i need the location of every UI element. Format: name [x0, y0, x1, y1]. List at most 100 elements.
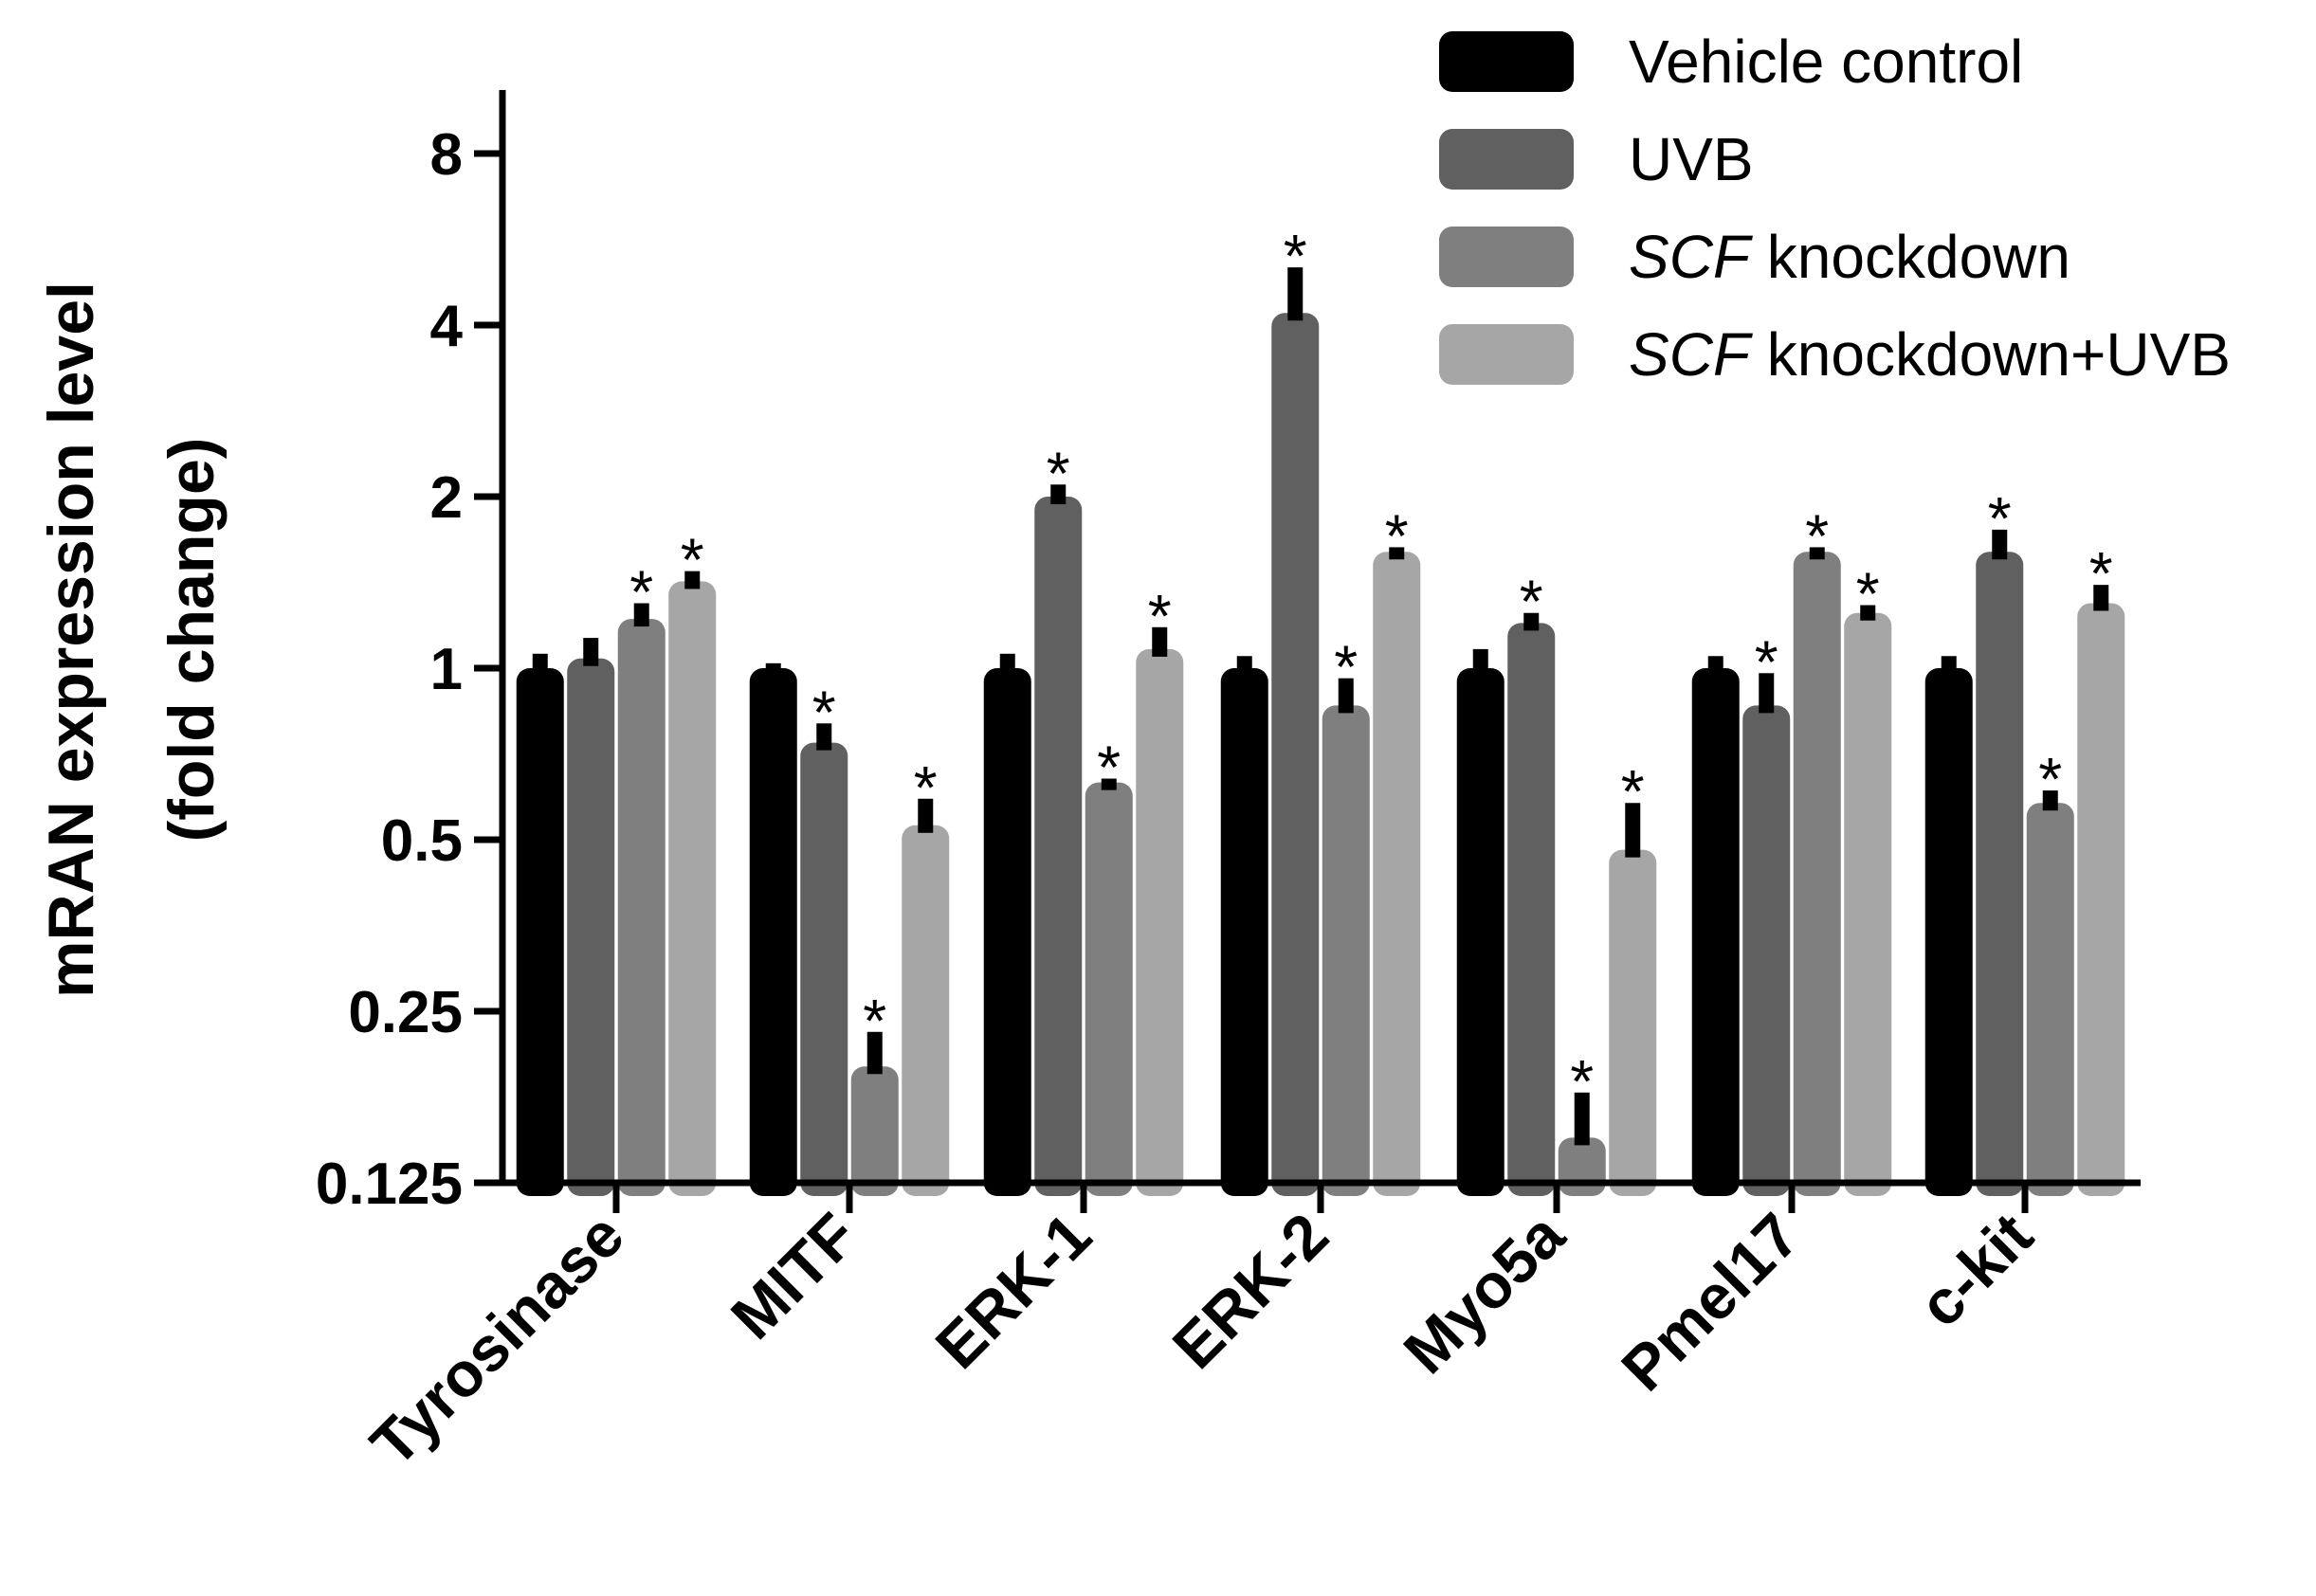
- x-axis-labels: Tyrosinase MITF ERK-1 ERK-2 Myo5a Pmel17 c-kit: [357, 1199, 2046, 1479]
- bar-pmel17-series-1: [1742, 705, 1791, 1196]
- significance-star: *: [1148, 582, 1172, 650]
- bars-layer: [516, 313, 2125, 1196]
- error-bar-tyrosinase-series-0: [532, 653, 548, 676]
- bar-erk-2-series-2: [1322, 705, 1370, 1196]
- error-bar-pmel17-series-3: [1860, 605, 1876, 621]
- significance-star: *: [629, 557, 653, 626]
- bar-tyrosinase-series-3: [668, 581, 717, 1196]
- bar-erk-1-series-2: [1085, 782, 1133, 1196]
- legend-swatch: [1439, 324, 1574, 385]
- bar-myo5a-series-0: [1456, 668, 1504, 1196]
- significance-star: *: [1284, 222, 1307, 290]
- y-tick-label: 2: [430, 465, 463, 531]
- error-bar-c-kit-series-3: [2093, 585, 2109, 611]
- bar-c-kit-series-0: [1924, 668, 1973, 1196]
- bar-myo5a-series-3: [1609, 849, 1657, 1196]
- legend-swatch: [1439, 31, 1574, 92]
- error-bar-myo5a-series-3: [1625, 803, 1641, 858]
- legend-swatch: [1439, 227, 1574, 287]
- axes: [499, 90, 2141, 1213]
- bar-c-kit-series-1: [1976, 552, 2024, 1196]
- error-bar-erk-1-series-0: [999, 653, 1015, 676]
- error-bar-myo5a-series-1: [1523, 612, 1540, 631]
- significance-star: *: [863, 987, 886, 1055]
- significance-star: *: [1988, 484, 2012, 553]
- legend-swatch: [1439, 129, 1574, 190]
- bar-mitf-series-2: [850, 1066, 899, 1196]
- bar-myo5a-series-1: [1507, 623, 1556, 1196]
- significance-star: *: [1755, 627, 1778, 696]
- error-bar-c-kit-series-0: [1941, 656, 1957, 676]
- significance-star: *: [681, 526, 704, 594]
- error-bar-myo5a-series-2: [1574, 1092, 1590, 1146]
- bar-tyrosinase-series-0: [516, 668, 564, 1196]
- bar-erk-2-series-1: [1271, 313, 1320, 1196]
- significance-star: *: [1097, 734, 1121, 802]
- error-bar-erk-1-series-2: [1101, 778, 1117, 790]
- y-tick-label: 8: [430, 122, 463, 188]
- legend: Vehicle control UVB SCF knockdown SCF knock…: [1439, 27, 2231, 389]
- y-axis-label: mRAN expression level (fold change): [35, 281, 228, 998]
- y-axis-label-line1: mRAN expression level: [35, 281, 107, 998]
- x-tick-label-tyrosinase: Tyrosinase: [357, 1200, 637, 1479]
- bar-tyrosinase-series-2: [617, 619, 666, 1196]
- x-tick-label-myo5a: Myo5a: [1390, 1199, 1577, 1387]
- significance-star: *: [2038, 745, 2062, 813]
- y-axis-label-line2: (fold change): [155, 438, 228, 843]
- error-bar-tyrosinase-series-2: [633, 603, 649, 627]
- error-bar-erk-1-series-1: [1050, 484, 1067, 504]
- significance-star: *: [1520, 568, 1543, 636]
- error-bar-myo5a-series-0: [1472, 648, 1488, 676]
- error-bar-c-kit-series-1: [1992, 529, 2008, 560]
- bar-erk-2-series-0: [1220, 668, 1268, 1196]
- bar-erk-1-series-1: [1034, 497, 1083, 1196]
- bar-mitf-series-3: [902, 825, 950, 1196]
- bar-erk-1-series-3: [1136, 648, 1184, 1196]
- bar-erk-2-series-3: [1373, 552, 1421, 1196]
- error-bar-erk-2-series-0: [1236, 656, 1252, 676]
- significance-star: *: [812, 678, 836, 746]
- y-tick-label: 0.125: [316, 1152, 463, 1217]
- significance-star: *: [914, 753, 938, 822]
- error-bar-tyrosinase-series-3: [684, 571, 701, 589]
- error-bar-mitf-series-1: [816, 723, 832, 751]
- error-bar-mitf-series-2: [866, 1031, 883, 1075]
- significance-star: *: [1856, 560, 1880, 628]
- y-axis-ticks: 8 4 2 1 0.5 0.25 0.125: [316, 122, 502, 1217]
- error-bar-pmel17-series-2: [1809, 547, 1825, 560]
- bar-erk-1-series-0: [983, 668, 1031, 1196]
- error-bar-mitf-series-3: [918, 798, 934, 833]
- significance-star: *: [1047, 439, 1070, 507]
- error-bar-mitf-series-0: [765, 662, 781, 676]
- error-bar-erk-1-series-3: [1152, 626, 1168, 657]
- error-bar-pmel17-series-1: [1759, 673, 1775, 714]
- significance-star: *: [2089, 539, 2113, 608]
- x-tick-label-erk-2: ERK-2: [1159, 1200, 1341, 1382]
- bar-c-kit-series-2: [2026, 803, 2074, 1196]
- error-bar-c-kit-series-2: [2042, 790, 2058, 811]
- bar-mitf-series-0: [749, 668, 797, 1196]
- x-tick-label-mitf: MITF: [718, 1200, 870, 1352]
- error-bar-erk-2-series-1: [1287, 267, 1304, 321]
- error-bar-tyrosinase-series-1: [583, 638, 599, 666]
- legend-label: SCF knockdown: [1629, 223, 2070, 291]
- x-tick-label-c-kit: c-kit: [1906, 1200, 2046, 1340]
- legend-label: Vehicle control: [1629, 27, 2023, 96]
- error-bars-layer: [532, 267, 2109, 1146]
- legend-label: SCF knockdown+UVB: [1629, 320, 2231, 389]
- error-bar-pmel17-series-0: [1707, 656, 1723, 676]
- bar-pmel17-series-2: [1793, 552, 1841, 1196]
- bar-c-kit-series-3: [2077, 603, 2125, 1196]
- bar-pmel17-series-3: [1844, 612, 1892, 1196]
- significance-markers: * * * * * * * * * * * * * * * * * * * *: [629, 222, 2112, 1115]
- significance-star: *: [1385, 501, 1409, 570]
- error-bar-erk-2-series-3: [1389, 547, 1405, 560]
- bar-tyrosinase-series-1: [567, 658, 615, 1196]
- bar-pmel17-series-0: [1691, 668, 1740, 1196]
- significance-star: *: [1621, 757, 1645, 825]
- y-tick-label: 1: [430, 637, 463, 702]
- x-tick-label-erk-1: ERK-1: [922, 1200, 1104, 1382]
- significance-star: *: [1805, 501, 1829, 570]
- bar-mitf-series-1: [800, 742, 848, 1196]
- y-tick-label: 0.25: [348, 980, 463, 1045]
